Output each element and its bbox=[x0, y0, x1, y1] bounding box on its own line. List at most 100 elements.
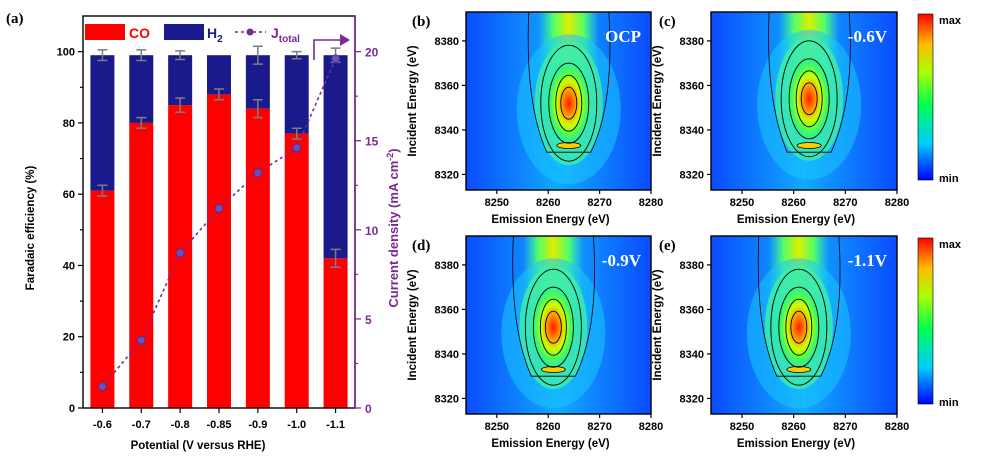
x-tick-label: -0.9 bbox=[248, 419, 267, 431]
y-tick-label: 100 bbox=[57, 47, 75, 59]
bar-h2 bbox=[168, 55, 193, 106]
map-x-tick: 8260 bbox=[536, 197, 560, 209]
map-x-tick: 8260 bbox=[781, 421, 805, 433]
error-bar bbox=[252, 98, 263, 119]
y-tick-label: 80 bbox=[63, 118, 75, 130]
map-frame bbox=[465, 11, 652, 191]
colorbar bbox=[917, 237, 934, 405]
j-total-point bbox=[98, 382, 107, 392]
y-axis-right-label: Current density (mA cm-2) bbox=[385, 148, 401, 307]
map-y-tick: 8320 bbox=[435, 393, 459, 405]
map-x-tick: 8280 bbox=[639, 421, 663, 433]
j-total-point bbox=[175, 248, 185, 258]
colorbar-max-label: max bbox=[939, 239, 962, 251]
right-tick-label: 20 bbox=[365, 46, 379, 60]
legend-co-label: CO bbox=[129, 25, 150, 41]
contour bbox=[795, 70, 823, 128]
bar-co bbox=[245, 108, 270, 409]
j-total-point bbox=[331, 54, 340, 64]
map-x-tick: 8250 bbox=[730, 421, 754, 433]
map-y-label: Incident Energy (eV) bbox=[652, 269, 664, 380]
j-total-series bbox=[98, 54, 340, 392]
y-tick-label: 0 bbox=[69, 403, 75, 415]
map-x-tick: 8270 bbox=[833, 421, 857, 433]
map-x-tick: 8270 bbox=[587, 197, 611, 209]
condition-label: -1.1V bbox=[848, 251, 888, 270]
y-tick-label: 60 bbox=[63, 189, 75, 201]
error-bar bbox=[175, 97, 186, 113]
contour bbox=[555, 74, 583, 132]
contour bbox=[790, 310, 808, 344]
x-tick-label: -0.8 bbox=[171, 419, 190, 431]
peak-blob bbox=[529, 282, 578, 373]
map-panel-label: (c) bbox=[659, 14, 676, 30]
map-y-tick: 8360 bbox=[435, 80, 459, 92]
map-y-label: Incident Energy (eV) bbox=[407, 45, 419, 156]
error-bar bbox=[97, 184, 108, 197]
map-y-tick: 8360 bbox=[680, 80, 704, 92]
legend-h2-swatch bbox=[164, 24, 204, 40]
legend-h2-label: H2 bbox=[207, 25, 223, 45]
colorbar-max-label: max bbox=[939, 15, 962, 27]
map-x-label: Emission Energy (eV) bbox=[737, 214, 855, 226]
error-bar bbox=[291, 127, 302, 140]
bar-h2 bbox=[129, 55, 154, 123]
bar-h2 bbox=[284, 55, 309, 134]
map-panel-label: (e) bbox=[659, 238, 676, 254]
map-x-tick: 8280 bbox=[885, 421, 909, 433]
condition-label: -0.6V bbox=[848, 27, 888, 46]
bar-h2 bbox=[323, 55, 348, 259]
map-x-tick: 8280 bbox=[885, 197, 909, 209]
bar-co bbox=[207, 94, 231, 409]
map-y-tick: 8360 bbox=[435, 304, 459, 316]
contour bbox=[778, 286, 820, 368]
x-tick-label: -0.7 bbox=[132, 419, 151, 431]
error-bar bbox=[136, 49, 147, 62]
contour bbox=[532, 286, 574, 368]
map-y-tick: 8340 bbox=[435, 349, 459, 361]
rixs-maps: 8250 8260 8270 8280 8320 8340 8360 8380 Emission… bbox=[407, 11, 962, 450]
map-y-tick: 8380 bbox=[435, 260, 459, 272]
map-y-label: Incident Energy (eV) bbox=[407, 269, 419, 380]
y-axis-left-label: Faradaic efficiency (%) bbox=[25, 166, 37, 291]
contour bbox=[539, 298, 567, 356]
right-axis-arrow bbox=[313, 39, 342, 60]
contour bbox=[548, 62, 590, 144]
x-axis-label: Potential (V versus RHE) bbox=[131, 440, 266, 452]
right-tick-label: 10 bbox=[365, 224, 379, 238]
map-x-tick: 8250 bbox=[730, 197, 754, 209]
map-y-tick: 8320 bbox=[680, 393, 704, 405]
map-x-label: Emission Energy (eV) bbox=[737, 438, 855, 450]
peak-blob bbox=[785, 53, 834, 144]
map-x-tick: 8260 bbox=[536, 421, 560, 433]
map-y-tick: 8320 bbox=[435, 169, 459, 181]
map-panel: 8250 8260 8270 8280 8320 8340 8360 8380 Emission… bbox=[652, 235, 962, 450]
peak-blob bbox=[544, 58, 593, 149]
contour bbox=[780, 40, 838, 158]
map-y-tick: 8320 bbox=[680, 169, 704, 181]
j-total-point bbox=[136, 335, 146, 345]
x-tick-label: -0.6 bbox=[93, 419, 112, 431]
contour bbox=[544, 310, 562, 344]
error-bar bbox=[97, 49, 108, 62]
legend-j-label: Jtotal bbox=[271, 25, 300, 45]
map-y-label: Incident Energy (eV) bbox=[652, 45, 664, 156]
bar-group bbox=[90, 45, 348, 409]
bar-co bbox=[90, 190, 115, 408]
right-axis-arrowhead bbox=[340, 34, 350, 46]
map-panel: 8250 8260 8270 8280 8320 8340 8360 8380 Emission… bbox=[407, 235, 663, 450]
contour bbox=[770, 268, 828, 386]
map-y-tick: 8380 bbox=[680, 36, 704, 48]
right-tick-label: 15 bbox=[365, 135, 379, 149]
j-total-point bbox=[253, 168, 263, 178]
right-tick-label: 5 bbox=[365, 313, 372, 327]
bar-co bbox=[284, 133, 309, 408]
x-tick-label: -1.0 bbox=[287, 419, 306, 431]
contour bbox=[800, 82, 818, 116]
map-y-tick: 8340 bbox=[680, 125, 704, 137]
map-x-tick: 8270 bbox=[833, 197, 857, 209]
j-total-point bbox=[214, 204, 224, 213]
map-frame bbox=[710, 235, 898, 415]
map-frame bbox=[710, 11, 898, 191]
